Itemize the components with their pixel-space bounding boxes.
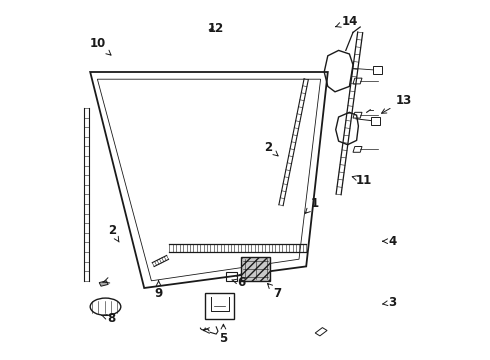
Text: 10: 10 xyxy=(89,37,111,55)
Text: 2: 2 xyxy=(108,224,119,242)
Bar xyxy=(205,293,234,319)
Bar xyxy=(226,272,237,281)
Bar xyxy=(371,117,380,125)
Text: 7: 7 xyxy=(268,284,281,300)
Text: 6: 6 xyxy=(232,276,245,289)
Bar xyxy=(373,66,382,74)
Text: 8: 8 xyxy=(102,312,116,325)
Text: 12: 12 xyxy=(208,22,224,35)
Polygon shape xyxy=(99,281,108,286)
Text: 2: 2 xyxy=(264,141,278,156)
Bar xyxy=(242,257,270,281)
Text: 9: 9 xyxy=(154,281,163,300)
Text: 5: 5 xyxy=(220,324,227,345)
Text: 3: 3 xyxy=(383,296,397,309)
Text: 14: 14 xyxy=(336,15,358,28)
Text: 4: 4 xyxy=(383,235,397,248)
Text: 11: 11 xyxy=(352,174,372,186)
Text: 1: 1 xyxy=(305,197,319,213)
Text: 13: 13 xyxy=(382,94,412,113)
